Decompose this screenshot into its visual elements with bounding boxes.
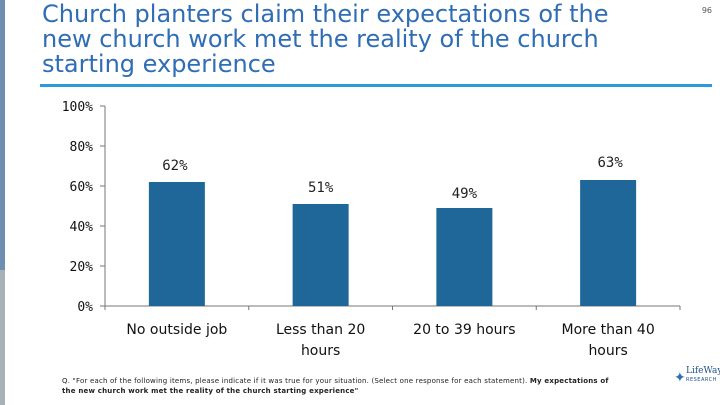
left-accent-bar	[0, 0, 5, 405]
lifeway-research-logo: ✦ LifeWay RESEARCH	[670, 362, 720, 400]
x-category-label: 20 to 39 hours	[413, 322, 515, 338]
x-category-label: hours	[588, 343, 627, 359]
footnote-question: Q. "For each of the following items, ple…	[62, 377, 530, 385]
x-category-label: More than 40	[562, 322, 655, 338]
page-number: 96	[701, 6, 712, 15]
bar-value-label: 51%	[308, 180, 334, 196]
footnote-statement: My expectations of the new church work m…	[62, 377, 609, 395]
bar	[436, 208, 493, 306]
logo-name: LifeWay	[686, 366, 720, 376]
x-category-label: hours	[301, 343, 340, 359]
y-tick-label: 40%	[70, 220, 94, 235]
y-tick-label: 0%	[77, 300, 93, 315]
x-category-label: Less than 20	[276, 322, 365, 338]
y-tick-label: 60%	[70, 180, 94, 195]
footnote: Q. "For each of the following items, ple…	[62, 376, 622, 396]
bar-value-label: 63%	[597, 155, 623, 171]
y-tick-label: 80%	[70, 140, 94, 155]
slide-title: Church planters claim their expectations…	[42, 0, 609, 78]
bar	[580, 180, 637, 306]
title-underline	[40, 84, 712, 87]
left-accent-bar-lower	[0, 270, 5, 405]
bar	[148, 182, 205, 306]
y-tick-label: 100%	[62, 100, 93, 115]
bar-value-label: 49%	[452, 186, 478, 202]
y-tick-label: 20%	[70, 260, 94, 275]
bar	[292, 204, 349, 306]
x-category-label: No outside job	[126, 322, 227, 338]
lifeway-flame-icon: ✦	[674, 370, 686, 386]
bar-value-label: 62%	[162, 158, 188, 174]
logo-subtitle: RESEARCH	[686, 377, 717, 383]
